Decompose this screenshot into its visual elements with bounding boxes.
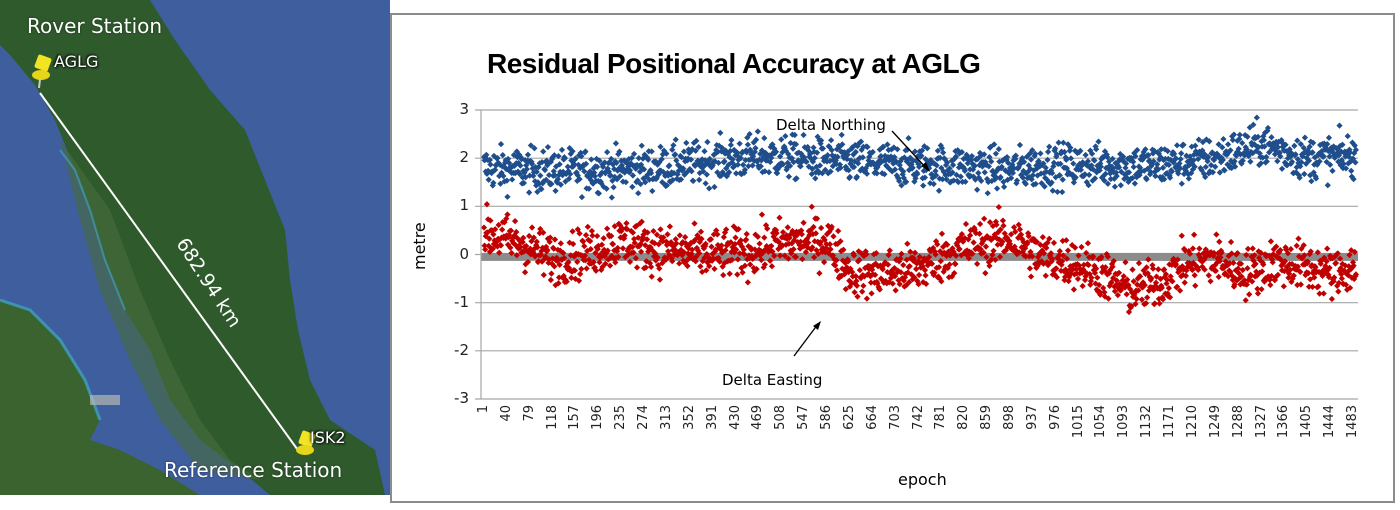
- x-tick-label: 898: [1001, 405, 1017, 430]
- satellite-map: [0, 0, 390, 495]
- x-tick-label: 1366: [1276, 405, 1292, 439]
- x-tick-label: 781: [933, 405, 949, 430]
- baseline-line: [39, 92, 301, 454]
- pushpin-icon-aglg: [32, 54, 52, 89]
- y-axis-label: metre: [410, 222, 429, 270]
- x-tick-label: 196: [590, 405, 606, 430]
- x-tick-label: 508: [773, 405, 789, 430]
- map-panel: Rover Station AGLG ISK2 Reference Statio…: [0, 0, 390, 495]
- isk2-pin-label: ISK2: [310, 428, 346, 447]
- x-tick-label: 1483: [1345, 405, 1360, 439]
- chart-title: Residual Positional Accuracy at AGLG: [487, 48, 981, 79]
- easting-arrowhead-icon: [813, 321, 821, 330]
- x-tick-label: 235: [613, 405, 629, 430]
- x-tick-label: 118: [544, 405, 560, 430]
- y-tick-label: 0: [459, 244, 469, 263]
- x-tick-label: 976: [1047, 405, 1063, 430]
- x-tick-label: 313: [658, 405, 674, 430]
- delta-northing-series: [480, 114, 1360, 201]
- x-tick-label: 937: [1024, 405, 1040, 430]
- delta-northing-annotation: Delta Northing: [776, 116, 886, 134]
- reference-station-label: Reference Station: [164, 458, 343, 482]
- x-tick-label: 1: [476, 405, 491, 414]
- x-tick-label: 274: [636, 405, 652, 430]
- aglg-pin-label: AGLG: [54, 52, 99, 71]
- northing-arrowhead-icon: [921, 162, 930, 172]
- y-tick-label: 2: [459, 148, 469, 167]
- annotation-arrows: [793, 130, 930, 357]
- delta-easting-annotation: Delta Easting: [722, 371, 823, 389]
- y-tick-label: 3: [459, 100, 469, 118]
- x-tick-label: 1015: [1070, 405, 1086, 439]
- y-tick-label: 1: [459, 196, 469, 215]
- rover-station-label: Rover Station: [27, 14, 163, 38]
- x-tick-label: 703: [887, 405, 903, 430]
- x-axis-label: epoch: [898, 470, 947, 489]
- y-tick-label: -2: [454, 340, 469, 359]
- x-tick-label: 742: [910, 405, 926, 430]
- x-tick-label: 1249: [1207, 405, 1223, 439]
- easting-arrow-icon: [793, 323, 819, 357]
- x-tick-label: 352: [681, 405, 697, 430]
- delta-easting-series: [480, 201, 1360, 316]
- northing-arrow-icon: [891, 130, 929, 171]
- x-tick-label: 40: [498, 405, 514, 422]
- x-tick-label: 1405: [1299, 405, 1315, 439]
- y-tick-label: -3: [454, 389, 469, 407]
- y-tick-label: -1: [454, 292, 469, 311]
- x-tick-label: 1327: [1253, 405, 1269, 439]
- x-tick-label: 1093: [1116, 405, 1132, 439]
- x-tick-label: 469: [750, 405, 766, 430]
- x-tick-label: 586: [819, 405, 835, 430]
- x-tick-label: 1288: [1230, 405, 1246, 439]
- x-tick-label: 157: [567, 405, 583, 430]
- x-tick-label: 391: [704, 405, 720, 430]
- x-tick-label: 79: [521, 405, 537, 422]
- x-tick-label: 1444: [1322, 405, 1338, 439]
- x-tick-label: 1171: [1162, 405, 1178, 439]
- x-tick-label: 430: [727, 405, 743, 430]
- pushpin-icon-isk2: [296, 430, 316, 455]
- x-tick-label: 547: [796, 405, 812, 430]
- x-tick-label: 1054: [1093, 405, 1109, 439]
- x-tick-label: 1210: [1184, 405, 1200, 439]
- x-tick-label: 1132: [1139, 405, 1155, 439]
- x-tick-label: 664: [864, 405, 880, 430]
- x-tick-label: 820: [956, 405, 972, 430]
- x-tick-label: 625: [841, 405, 857, 430]
- x-tick-label: 859: [979, 405, 995, 430]
